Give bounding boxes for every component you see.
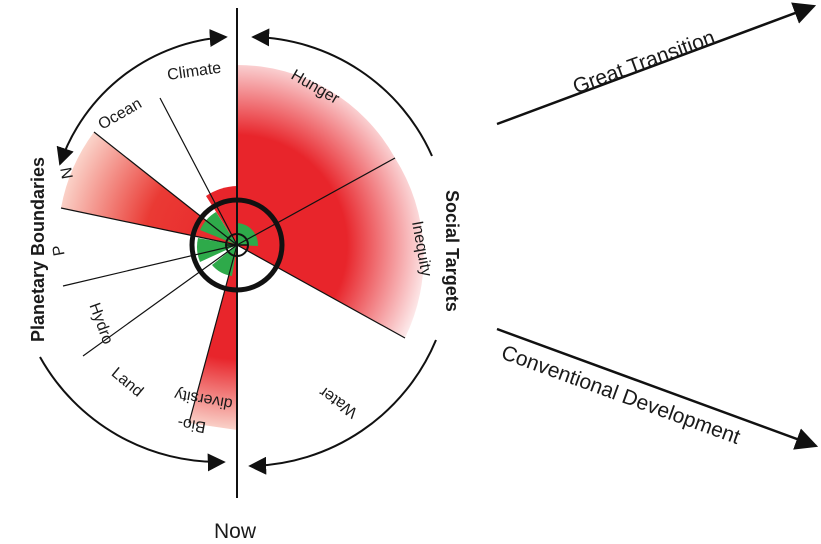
green-wedge-upper (200, 212, 237, 245)
social-targets-title: Social Targets (442, 190, 462, 312)
great-transition-arrow (496, 2, 817, 126)
now-label: Now (214, 520, 257, 543)
n-label: N (58, 166, 77, 180)
radial-dividers (60, 97, 406, 424)
bottom-left-arc-arrow (39, 356, 226, 472)
ocean-label: Ocean (96, 95, 145, 133)
bottom-right-arc-arrow (248, 339, 437, 475)
green-wedge-right (237, 223, 259, 246)
great-transition-label: Great Transition (570, 26, 718, 99)
hunger-wedge (237, 64, 395, 245)
conventional-development-label: Conventional Development (498, 341, 743, 449)
top-left-arc-arrow (56, 29, 228, 166)
planetary-boundaries-title: Planetary Boundaries (28, 157, 48, 342)
top-right-arc-arrow (251, 28, 433, 157)
biodiversity-label-line1: Bio- (176, 414, 207, 436)
land-label: Land (108, 365, 146, 401)
climate-label: Climate (166, 60, 222, 84)
outer-boundary-ring (189, 197, 285, 293)
p-label: P (50, 244, 69, 257)
conventional-development-arrow (496, 327, 819, 450)
water-label: Water (316, 382, 361, 420)
inequity-wedge (237, 158, 424, 338)
hydro-label: Hydro (85, 301, 116, 347)
